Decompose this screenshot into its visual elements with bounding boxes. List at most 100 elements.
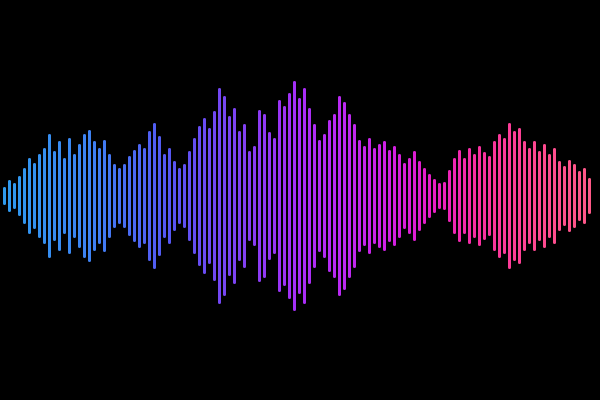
waveform-bar (463, 158, 466, 234)
waveform-bar (318, 140, 321, 252)
waveform-bar (183, 164, 186, 228)
waveform-bar (428, 174, 431, 218)
waveform-bar (503, 138, 506, 254)
waveform-bar (238, 131, 241, 261)
waveform-bar (23, 168, 26, 224)
waveform-bar (228, 116, 231, 276)
waveform-bar (358, 140, 361, 252)
waveform-bar (213, 111, 216, 281)
waveform-bar (558, 161, 561, 231)
waveform-bar (278, 100, 281, 292)
waveform-bar (493, 141, 496, 251)
waveform-bar (233, 108, 236, 284)
waveform-bar (18, 176, 21, 216)
waveform-bar (168, 148, 171, 244)
waveform-bar (253, 146, 256, 246)
waveform-bar (448, 170, 451, 222)
waveform-bar (433, 179, 436, 213)
waveform-bar (388, 150, 391, 242)
waveform-bar (43, 148, 46, 244)
waveform-bar (88, 130, 91, 262)
waveform-bar (383, 141, 386, 251)
waveform-bar (28, 158, 31, 234)
waveform-bar (348, 114, 351, 278)
waveform-bar (8, 180, 11, 212)
waveform-bar (373, 148, 376, 244)
waveform-bar (443, 182, 446, 210)
waveform-bar (33, 163, 36, 229)
waveform-bar (393, 146, 396, 246)
waveform-bar (143, 148, 146, 244)
waveform-bar (118, 168, 121, 224)
waveform-bar (583, 168, 586, 224)
waveform-bar (578, 171, 581, 221)
waveform-bar (198, 126, 201, 266)
waveform-bar (303, 88, 306, 304)
waveform-bar (3, 187, 6, 205)
waveform-bar (98, 148, 101, 244)
waveform-bar (103, 140, 106, 252)
waveform-bar (203, 118, 206, 274)
waveform-bar (438, 183, 441, 209)
waveform-bar (533, 141, 536, 251)
waveform-bar (38, 154, 41, 238)
waveform-bar (73, 154, 76, 238)
waveform-bar (488, 156, 491, 236)
waveform-bar (123, 164, 126, 228)
waveform-bar (353, 124, 356, 268)
waveform-bar (53, 151, 56, 241)
waveform-bar (588, 178, 591, 214)
waveform-bar (518, 128, 521, 264)
waveform-bar (398, 154, 401, 238)
waveform-bar (483, 152, 486, 240)
waveform-bar (323, 134, 326, 258)
waveform-bar (243, 124, 246, 268)
waveform-bar (223, 96, 226, 296)
waveform-bar (83, 134, 86, 258)
waveform-bar (208, 128, 211, 264)
waveform-bar (408, 158, 411, 234)
waveform-bar (328, 120, 331, 272)
waveform-bar (158, 136, 161, 256)
waveform-bar (498, 134, 501, 258)
waveform-bar (478, 146, 481, 246)
waveform-bar (293, 81, 296, 311)
waveform-bar (283, 106, 286, 286)
waveform-bar (473, 154, 476, 238)
waveform-bar (188, 151, 191, 241)
waveform-bar (508, 123, 511, 269)
waveform-bar (163, 154, 166, 238)
waveform-bar (378, 144, 381, 248)
waveform-bar (193, 138, 196, 254)
waveform-bar (133, 150, 136, 242)
waveform-bar (248, 151, 251, 241)
waveform-bar (313, 124, 316, 268)
waveform-bar (453, 158, 456, 234)
waveform-bar (78, 144, 81, 248)
waveform-bar (178, 168, 181, 224)
waveform-bar (108, 154, 111, 238)
waveform-bar (63, 158, 66, 234)
waveform-bar (58, 141, 61, 251)
waveform-bar (288, 93, 291, 299)
waveform-bar (258, 110, 261, 282)
waveform-bar (513, 131, 516, 261)
waveform-bar (113, 164, 116, 228)
waveform-bar (568, 160, 571, 232)
waveform-bar (363, 146, 366, 246)
waveform-bar (263, 114, 266, 278)
waveform-bar (308, 108, 311, 284)
waveform-bar (368, 138, 371, 254)
waveform-bar (548, 154, 551, 238)
waveform-bar (423, 168, 426, 224)
waveform-bar (13, 183, 16, 209)
waveform-bar (458, 150, 461, 242)
waveform-bar (538, 151, 541, 241)
waveform-bar (148, 131, 151, 261)
waveform-bar (268, 132, 271, 260)
waveform-bar (173, 161, 176, 231)
waveform-bar (528, 148, 531, 244)
waveform-bar (343, 102, 346, 290)
